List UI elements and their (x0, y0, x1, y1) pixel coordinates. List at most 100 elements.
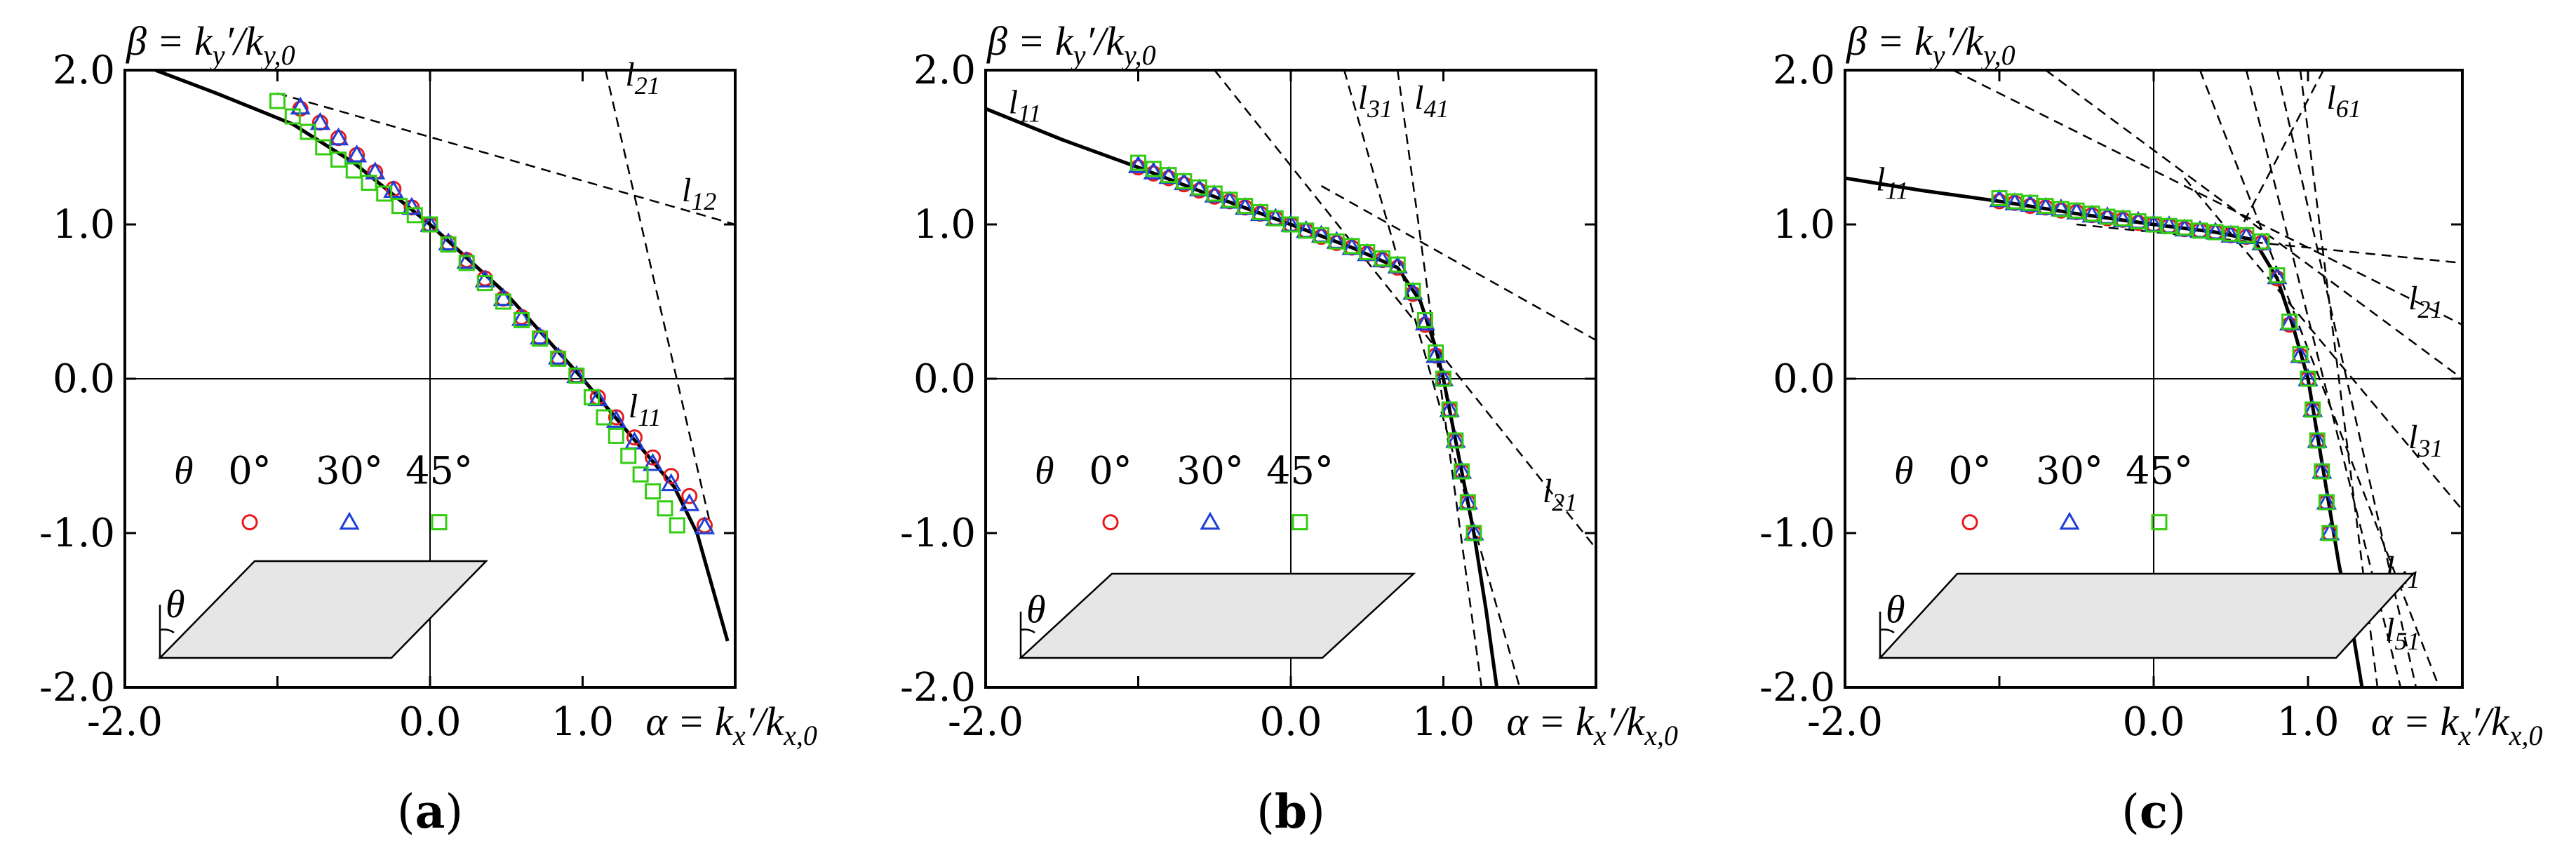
ylabel-mid: ′/k (225, 18, 264, 64)
line-label-l21: l21 (2408, 280, 2443, 323)
chart-panel-b: 2.01.00.0-1.0-2.0-2.0 0.0 1.0β = ky′/ky,0α… (900, 18, 1678, 839)
data-point (2192, 222, 2208, 239)
data-point (2281, 314, 2298, 330)
data-point (626, 429, 643, 446)
line-label-subscript: 21 (1552, 488, 1577, 516)
data-point (422, 216, 438, 233)
data-point (1252, 203, 1268, 220)
x-tick-label: -2.0 (1807, 699, 1883, 745)
data-point (1459, 494, 1476, 511)
legend-marker (431, 514, 448, 531)
line-label-letter: l (1358, 79, 1367, 116)
dashed-line-unlabeled-7 (1952, 70, 2462, 326)
line-label-subscript: 21 (2417, 295, 2443, 323)
x-tick-label: 0.0 (398, 699, 461, 745)
data-point (2300, 370, 2316, 387)
data-point (2305, 401, 2321, 418)
data-point (284, 108, 301, 125)
plot-area (1845, 70, 2462, 687)
x-tick-label: 1.0 (551, 699, 614, 745)
data-point (1267, 210, 1284, 227)
xlabel-sub-x0: x,0 (2509, 720, 2543, 751)
y-tick-label: -2.0 (1759, 665, 1835, 711)
y-tick-label: 1.0 (1773, 202, 1835, 248)
legend-marker (1961, 514, 1978, 531)
y-tick-label: 2.0 (1773, 48, 1835, 93)
line-label-letter: l (1414, 79, 1423, 116)
data-point (2161, 217, 2178, 234)
data-point (1414, 312, 1435, 331)
ylabel-sub-y0: y,0 (1121, 39, 1156, 71)
line-label-subscript: 11 (1885, 177, 1908, 205)
data-point (596, 409, 612, 426)
dashed-line-unlabeled-8 (2276, 70, 2417, 687)
ylabel-mid: ′/k (1945, 18, 1985, 64)
data-point (383, 180, 404, 198)
data-point (328, 127, 349, 146)
ylabel-eq: = k (1007, 18, 1074, 64)
line-label-l11: l11 (1876, 161, 1909, 205)
ylabel-sub-y: y (210, 39, 225, 71)
xlabel-alpha: α (1507, 699, 1529, 744)
caption-letter: a (415, 784, 445, 839)
schematic-angle-arc (1020, 628, 1035, 634)
data-point (458, 255, 475, 271)
y-tick-label: 1.0 (913, 202, 976, 248)
data-point (548, 346, 569, 365)
data-point (645, 449, 662, 466)
solid-envelope-line (1845, 176, 2364, 687)
data-point (1191, 179, 1207, 196)
data-point (495, 293, 511, 310)
legend-entry-label: 45° (1266, 449, 1334, 493)
data-point (1454, 463, 1470, 480)
line-label-l31: l31 (1358, 79, 1393, 123)
data-point (2207, 224, 2224, 241)
chart-panel-a: 2.01.00.0-1.0-2.0-2.0 0.0 1.0β = ky′/ky,0α… (39, 18, 817, 839)
xlabel-sub-x0: x,0 (1644, 720, 1678, 751)
data-point (1416, 311, 1433, 328)
data-point (347, 144, 368, 163)
dashed-line-l61 (2237, 70, 2325, 233)
chart-panel-c: 2.01.00.0-1.0-2.0-2.0 0.0 1.0β = ky′/ky,0α… (1759, 18, 2542, 839)
xlabel-mid: ′/k (746, 699, 785, 744)
data-point (2084, 206, 2100, 222)
data-point (2037, 198, 2054, 215)
schematic-angle-arc (159, 628, 175, 634)
x-tick-label: 0.0 (2122, 699, 2185, 745)
data-point (2068, 202, 2085, 219)
caption-letter: b (1275, 784, 1307, 839)
line-label-letter: l (2385, 612, 2394, 649)
data-point (2321, 525, 2338, 541)
line-label-l21: l21 (625, 56, 659, 100)
series-45° (269, 93, 685, 534)
plot-area (125, 70, 735, 687)
x-tick-label: -2.0 (87, 699, 163, 745)
line-label-l11: l11 (1009, 84, 1042, 128)
data-point (2006, 193, 2023, 210)
line-label-letter: l (2408, 419, 2417, 456)
caption-open-paren: ( (1256, 785, 1275, 839)
data-point (1359, 244, 1376, 261)
data-point (1282, 216, 1299, 233)
data-point (1441, 401, 1458, 418)
data-point (492, 288, 514, 307)
data-point (620, 447, 637, 464)
y-axis-label: β = ky′/ky,0 (126, 18, 295, 71)
data-point (669, 517, 685, 534)
dashed-line-l31 (1343, 70, 1521, 687)
line-label-subscript: 11 (638, 403, 661, 431)
panel-caption: (b) (1256, 784, 1325, 839)
caption-close-paren: ) (2168, 785, 2186, 839)
data-point (300, 123, 316, 140)
data-point (532, 330, 549, 347)
legend-entry-label: 0° (1948, 449, 1991, 493)
y-tick-label: 0.0 (1773, 356, 1835, 402)
data-point (2176, 219, 2193, 236)
line-label-subscript: 51 (2394, 627, 2420, 655)
data-point (1127, 155, 1149, 173)
ylabel-beta: β (1846, 18, 1867, 64)
xlabel-sub-x0: x,0 (783, 720, 817, 751)
data-point (1374, 250, 1390, 267)
line-label-subscript: 41 (1424, 95, 1449, 123)
caption-open-paren: ( (2121, 785, 2140, 839)
